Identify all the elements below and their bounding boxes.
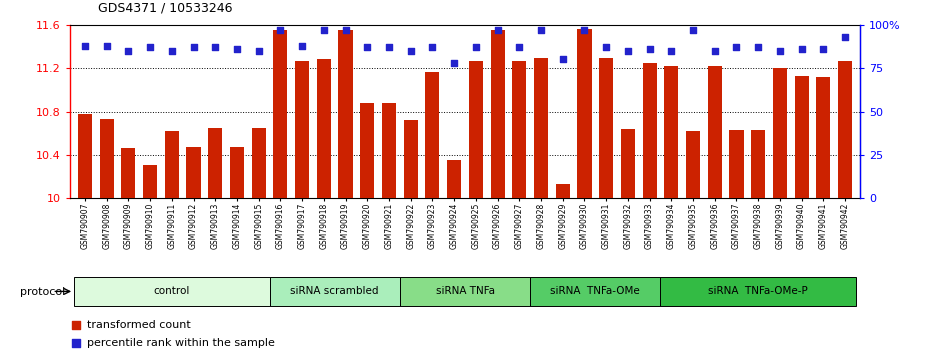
Point: [577, 27, 591, 33]
Bar: [578, 29, 591, 198]
Bar: [425, 73, 440, 198]
Bar: [270, 277, 400, 306]
Point: [685, 27, 700, 33]
Point: [69, 340, 84, 346]
Bar: [512, 61, 526, 198]
Bar: [295, 61, 309, 198]
Bar: [78, 114, 92, 198]
Bar: [469, 61, 483, 198]
Bar: [74, 277, 270, 306]
Bar: [621, 129, 635, 198]
Bar: [121, 148, 136, 198]
Bar: [252, 128, 266, 198]
Point: [121, 48, 136, 53]
Bar: [660, 277, 856, 306]
Bar: [165, 131, 179, 198]
Point: [316, 27, 331, 33]
Point: [100, 43, 114, 48]
Point: [469, 45, 484, 50]
Point: [339, 27, 353, 33]
Bar: [686, 131, 700, 198]
Bar: [273, 30, 287, 198]
Bar: [360, 103, 375, 198]
Bar: [404, 120, 418, 198]
Bar: [773, 68, 787, 198]
Bar: [794, 76, 809, 198]
Bar: [339, 30, 352, 198]
Point: [207, 45, 222, 50]
Text: siRNA  TNFa-OMe-P: siRNA TNFa-OMe-P: [709, 286, 808, 296]
Bar: [382, 103, 396, 198]
Point: [555, 57, 570, 62]
Bar: [208, 128, 222, 198]
Point: [186, 45, 201, 50]
Text: control: control: [153, 286, 190, 296]
Bar: [664, 66, 678, 198]
Bar: [400, 277, 530, 306]
Bar: [599, 58, 613, 198]
Text: siRNA scrambled: siRNA scrambled: [290, 286, 379, 296]
Text: siRNA  TNFa-OMe: siRNA TNFa-OMe: [551, 286, 640, 296]
Text: GDS4371 / 10533246: GDS4371 / 10533246: [98, 1, 232, 14]
Point: [165, 48, 179, 53]
Point: [534, 27, 549, 33]
Point: [490, 27, 505, 33]
Bar: [530, 277, 660, 306]
Point: [404, 48, 418, 53]
Bar: [643, 63, 657, 198]
Text: siRNA TNFa: siRNA TNFa: [435, 286, 495, 296]
Point: [794, 46, 809, 52]
Point: [273, 27, 288, 33]
Point: [142, 45, 157, 50]
Point: [77, 43, 92, 48]
Point: [425, 45, 440, 50]
Text: transformed count: transformed count: [87, 320, 191, 330]
Bar: [317, 59, 331, 198]
Point: [69, 322, 84, 328]
Text: protocol: protocol: [20, 287, 65, 297]
Bar: [817, 77, 830, 198]
Point: [838, 34, 853, 40]
Text: percentile rank within the sample: percentile rank within the sample: [87, 338, 275, 348]
Bar: [143, 165, 157, 198]
Point: [360, 45, 375, 50]
Point: [230, 46, 245, 52]
Point: [620, 48, 635, 53]
Point: [446, 60, 461, 66]
Point: [708, 48, 723, 53]
Point: [816, 46, 830, 52]
Bar: [230, 147, 244, 198]
Point: [381, 45, 396, 50]
Bar: [447, 160, 461, 198]
Point: [512, 45, 526, 50]
Point: [729, 45, 744, 50]
Bar: [751, 130, 765, 198]
Bar: [729, 130, 743, 198]
Bar: [187, 147, 201, 198]
Point: [599, 45, 614, 50]
Bar: [708, 66, 722, 198]
Bar: [838, 61, 852, 198]
Bar: [555, 184, 570, 198]
Point: [751, 45, 765, 50]
Bar: [534, 58, 548, 198]
Point: [642, 46, 657, 52]
Point: [295, 43, 310, 48]
Point: [773, 48, 788, 53]
Bar: [490, 30, 505, 198]
Point: [251, 48, 266, 53]
Bar: [100, 119, 113, 198]
Point: [664, 48, 679, 53]
